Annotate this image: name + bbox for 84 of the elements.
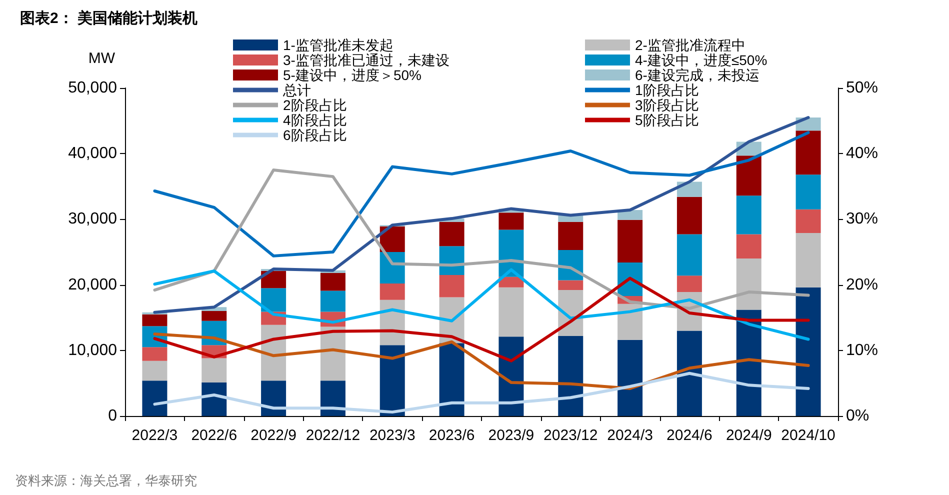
bar [202, 382, 227, 416]
bar [676, 234, 702, 276]
bar [439, 343, 464, 416]
y-tick-label: 0 [108, 408, 118, 424]
bar [558, 280, 584, 290]
y2-tick-label: 30% [846, 210, 878, 228]
bar [202, 311, 227, 321]
legend-label: 4阶段占比 [283, 112, 347, 128]
y-tick-label: 50,000 [68, 80, 118, 96]
bar [796, 287, 821, 416]
x-tick-label: 2023/9 [488, 427, 534, 444]
text: 资料来源：海关总署，华泰研究 [15, 473, 197, 488]
x-tick-label: 2024/9 [726, 427, 772, 444]
chart-title: 图表2： 美国储能计划装机 [20, 9, 198, 27]
y2-tick-label: 0% [846, 408, 870, 424]
bar [498, 287, 524, 337]
bar [676, 196, 702, 234]
y-tick-label: 40,000 [68, 145, 118, 162]
legend-label: 2-监管批准流程中 [635, 37, 746, 53]
legend-label: 3阶段占比 [635, 97, 699, 113]
bar [380, 345, 405, 416]
bar [142, 360, 168, 381]
bar [796, 130, 821, 175]
bar [320, 380, 346, 416]
legend-label: 4-建设中，进度≤50% [635, 52, 768, 68]
bar [736, 258, 762, 310]
bar [320, 272, 346, 291]
bar [676, 276, 702, 292]
y2-tick-label: 40% [846, 145, 878, 162]
x-tick-label: 2023/6 [428, 427, 475, 444]
x-tick-label: 2024/6 [666, 427, 712, 444]
bar [618, 304, 643, 340]
x-tick-label: 2024/10 [781, 427, 836, 444]
bar [142, 314, 168, 326]
bar [380, 283, 405, 300]
x-tick-label: 2023/3 [369, 427, 416, 444]
bar [202, 358, 227, 383]
y2-tick-label: 20% [846, 276, 878, 294]
bar [498, 212, 524, 230]
legend-label: 1阶段占比 [635, 82, 699, 98]
y2-tick-label: 50% [846, 80, 878, 96]
legend-label: 5阶段占比 [635, 112, 699, 128]
y2-tick-label: 10% [846, 342, 878, 359]
bar [796, 174, 821, 210]
bar [796, 232, 821, 288]
line-series [153, 372, 810, 414]
y-axis-title: MW [88, 50, 116, 67]
y-tick-label: 10,000 [68, 342, 118, 359]
legend-label: 6-建设完成，未投运 [635, 67, 760, 83]
bar [261, 271, 286, 288]
bar [736, 156, 762, 196]
legend-label: 5-建设中，进度＞50% [283, 67, 422, 83]
legend-label: 3-监管批准已通过，未建设 [283, 52, 450, 68]
x-tick-label: 2022/6 [191, 427, 238, 444]
bar [618, 340, 643, 416]
line-series [153, 276, 810, 362]
bar [796, 209, 821, 233]
bar [736, 234, 762, 259]
x-tick-label: 2022/9 [250, 427, 296, 444]
bar [142, 380, 168, 416]
legend-label: 2阶段占比 [283, 97, 347, 113]
y-tick-label: 20,000 [68, 276, 118, 294]
line-series [153, 168, 810, 310]
bar [320, 290, 346, 312]
bar [142, 347, 168, 361]
line-series [153, 268, 810, 341]
line-series [153, 332, 810, 390]
bar [736, 196, 762, 234]
x-tick-label: 2024/3 [607, 427, 653, 444]
bar [676, 330, 702, 416]
bar [439, 222, 464, 246]
bar [261, 380, 286, 416]
bar [618, 220, 643, 262]
legend-label: 总计 [282, 82, 311, 98]
x-tick-label: 2022/12 [306, 427, 360, 444]
bar [261, 288, 286, 312]
legend-label: 6阶段占比 [283, 127, 347, 143]
bar [558, 336, 584, 416]
bar [439, 274, 464, 298]
y-tick-label: 30,000 [68, 210, 118, 228]
legend-label: 1-监管批准未发起 [283, 37, 394, 53]
x-tick-label: 2023/12 [544, 427, 598, 444]
x-tick-label: 2022/3 [132, 427, 178, 444]
bar [558, 222, 584, 250]
